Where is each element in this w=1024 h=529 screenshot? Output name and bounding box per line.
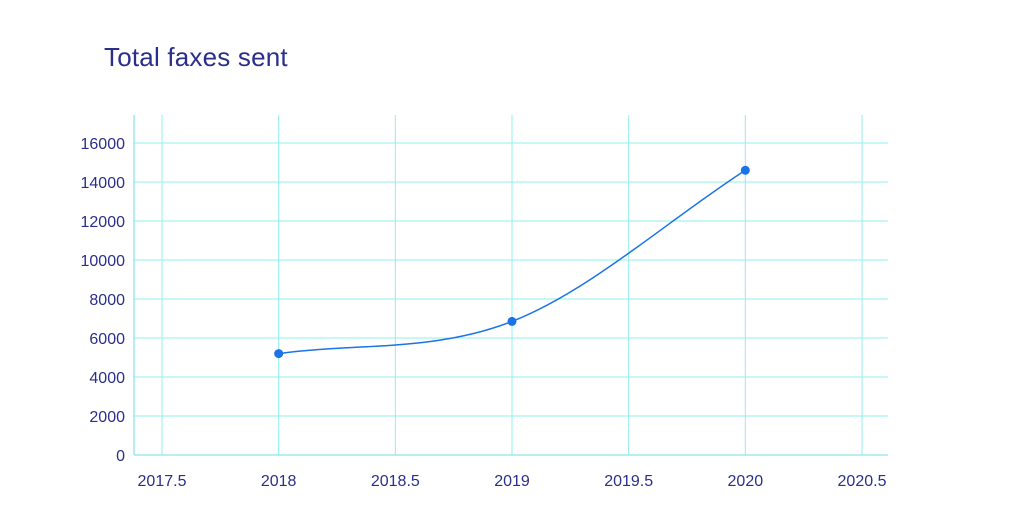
y-tick-label: 8000 (89, 292, 125, 309)
y-tick-label: 0 (116, 448, 125, 465)
y-tick-label: 12000 (81, 214, 126, 231)
x-tick-label: 2019 (494, 473, 530, 490)
data-point (507, 316, 517, 326)
y-tick-label: 2000 (89, 409, 125, 426)
x-tick-labels: 2017.5 2018 2018.5 2019 2019.5 2020 2020.5 (138, 473, 887, 490)
marker-group (274, 165, 750, 359)
data-point (740, 165, 750, 175)
y-tick-label: 6000 (89, 331, 125, 348)
axes (133, 115, 888, 456)
grid-lines (134, 115, 888, 455)
x-tick-label: 2020 (728, 473, 764, 490)
data-point (274, 349, 284, 359)
x-tick-label: 2018.5 (371, 473, 420, 490)
x-tick-label: 2018 (261, 473, 297, 490)
y-tick-label: 16000 (81, 136, 126, 153)
x-tick-label: 2017.5 (138, 473, 187, 490)
y-tick-label: 14000 (81, 175, 126, 192)
y-tick-labels: 0 2000 4000 6000 8000 10000 12000 14000 16000 (81, 136, 126, 465)
y-tick-label: 4000 (89, 370, 125, 387)
x-tick-label: 2019.5 (604, 473, 653, 490)
chart-title: Total faxes sent (104, 42, 288, 72)
y-tick-label: 10000 (81, 253, 126, 270)
x-tick-label: 2020.5 (838, 473, 887, 490)
